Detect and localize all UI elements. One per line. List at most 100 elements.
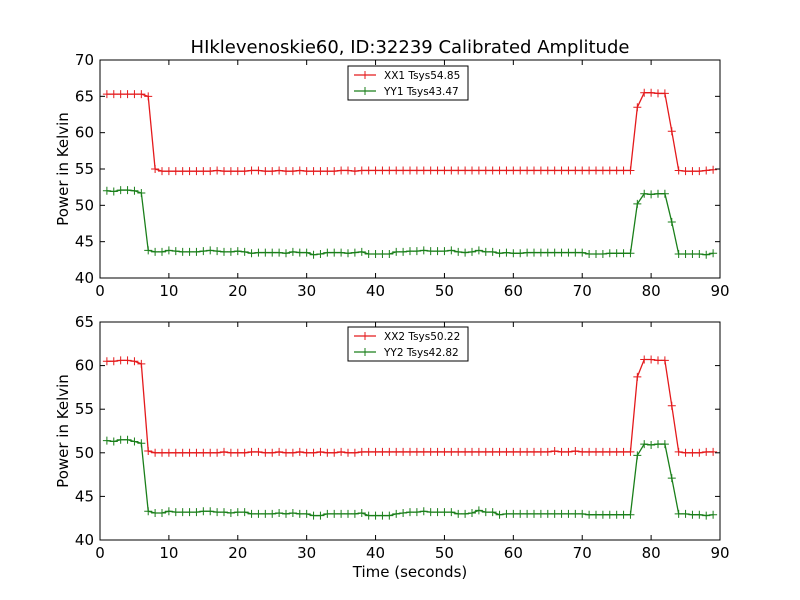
data-point: [392, 447, 401, 456]
data-point: [316, 167, 325, 176]
data-point: [516, 509, 525, 518]
legend-box: [347, 326, 469, 362]
data-point: [571, 509, 580, 518]
data-point: [433, 247, 442, 256]
data-point: [550, 166, 559, 175]
data-point: [523, 248, 532, 257]
data-point: [612, 249, 621, 258]
data-point: [702, 250, 711, 259]
data-point: [419, 507, 428, 516]
data-point: [578, 509, 587, 518]
data-point: [164, 448, 173, 457]
data-point: [309, 167, 318, 176]
data-point: [261, 167, 270, 176]
data-point: [461, 248, 470, 257]
data-point: [192, 448, 201, 457]
data-point: [495, 249, 504, 258]
data-point: [226, 448, 235, 457]
data-point: [674, 509, 683, 518]
data-point: [282, 509, 290, 518]
data-point: [571, 248, 580, 257]
x-tick-label: 90: [710, 544, 729, 562]
data-point: [164, 246, 173, 255]
data-point: [578, 166, 587, 175]
data-point: [164, 167, 173, 176]
data-point: [502, 447, 511, 456]
data-point: [378, 511, 387, 520]
data-point: [447, 166, 456, 175]
data-point: [516, 447, 525, 456]
data-point: [592, 510, 600, 519]
data-point: [454, 509, 463, 518]
data-point: [123, 356, 132, 365]
data-point: [481, 247, 490, 256]
data-point: [709, 165, 718, 174]
data-point: [695, 167, 704, 176]
data-point: [247, 447, 256, 456]
data-point: [605, 447, 614, 456]
data-point: [295, 447, 304, 456]
data-point: [447, 508, 456, 517]
data-point: [619, 166, 628, 175]
data-point: [633, 199, 642, 208]
data-point: [688, 250, 697, 259]
data-point: [323, 167, 332, 176]
data-point: [330, 248, 339, 257]
data-point: [268, 248, 277, 257]
data-point: [226, 167, 235, 176]
y-tick-label: 50: [75, 196, 94, 214]
data-point: [536, 166, 545, 175]
data-point: [440, 247, 449, 256]
x-tick-label: 30: [297, 282, 316, 300]
data-point: [371, 250, 380, 259]
data-point: [378, 166, 387, 175]
data-point: [350, 448, 359, 457]
data-point: [185, 247, 194, 256]
data-point: [247, 166, 256, 175]
data-point: [523, 447, 532, 456]
data-point: [151, 165, 160, 173]
data-point: [702, 166, 711, 175]
data-point: [371, 166, 380, 175]
data-point: [468, 247, 476, 256]
data-point: [378, 447, 387, 456]
data-point: [647, 440, 656, 449]
data-point: [660, 189, 669, 198]
data-point: [516, 166, 525, 175]
data-point: [288, 508, 297, 517]
data-point: [261, 248, 270, 257]
data-point: [199, 167, 208, 176]
data-point: [640, 189, 649, 198]
data-point: [654, 356, 662, 365]
data-point: [337, 166, 346, 175]
data-point: [337, 447, 346, 456]
x-axis-label: Time (seconds): [352, 563, 468, 581]
data-point: [137, 359, 146, 368]
data-point: [102, 90, 111, 99]
data-point: [688, 510, 697, 519]
data-point: [357, 508, 366, 517]
data-point: [550, 248, 559, 257]
data-point: [178, 247, 187, 256]
data-point: [509, 166, 518, 175]
data-point: [158, 448, 166, 457]
data-point: [626, 166, 635, 175]
plot-bottom: 0 10 20 30 40 50 60 70 80 90 40 45 50 55 60 65 Power in …: [54, 313, 730, 581]
data-point: [468, 508, 476, 517]
data-point: [461, 509, 470, 518]
data-point: [233, 247, 242, 256]
data-point: [468, 166, 476, 175]
data-point: [316, 511, 325, 520]
data-point: [543, 248, 552, 257]
data-point: [578, 447, 587, 456]
data-point: [102, 186, 111, 195]
data-point: [123, 90, 132, 99]
data-point: [116, 435, 125, 444]
data-point: [220, 447, 228, 456]
y-tick-label: 55: [75, 160, 94, 178]
data-point: [130, 90, 139, 99]
data-point: [206, 448, 215, 457]
data-point: [419, 166, 428, 175]
data-point: [268, 509, 277, 518]
data-point: [468, 447, 476, 456]
